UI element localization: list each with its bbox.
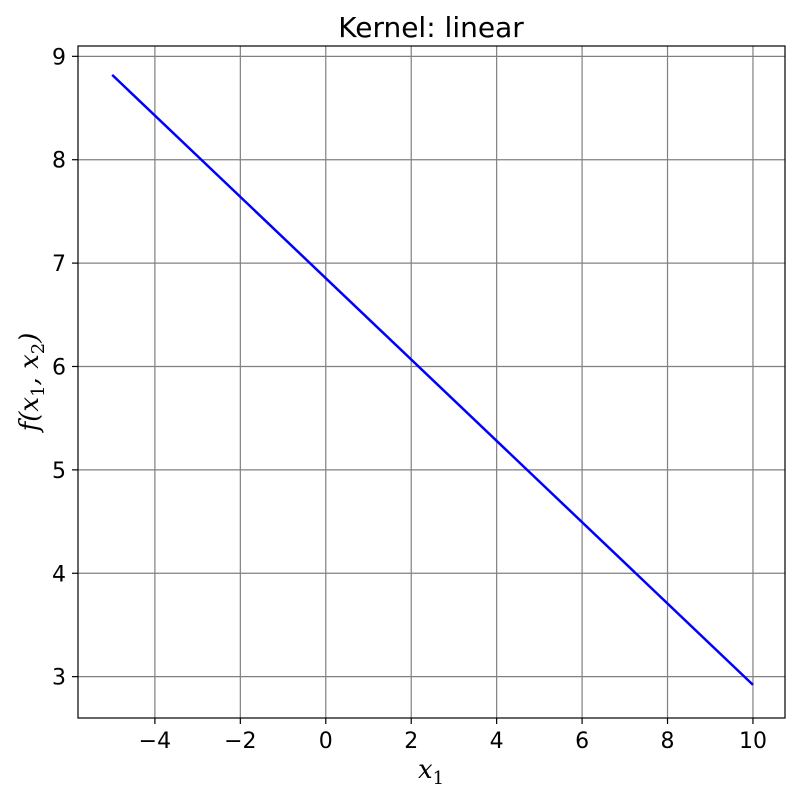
series-line [111, 73, 754, 686]
x-tick-label: 8 [661, 729, 675, 754]
y-tick-label: 4 [52, 562, 66, 587]
plot-frame [77, 45, 786, 719]
y-tick-label: 8 [52, 149, 66, 174]
x-tick-label: 6 [575, 729, 589, 754]
x-axis-label: x1 [418, 755, 444, 789]
x-tick-label: −2 [224, 729, 256, 754]
x-tick-label: 2 [404, 729, 418, 754]
y-tick-label: 9 [52, 45, 66, 70]
y-tick-label: 6 [52, 355, 66, 380]
chart-title: Kernel: linear [338, 11, 524, 44]
y-tick-label: 3 [52, 666, 66, 691]
x-tick-label: 4 [490, 729, 504, 754]
x-tick-label: 0 [319, 729, 333, 754]
x-tick-label: −4 [139, 729, 171, 754]
series-layer [111, 73, 754, 686]
ticks: −4 −2 0 2 4 6 8 10 3 4 5 6 7 8 9 [52, 45, 767, 754]
grid [78, 46, 785, 718]
y-tick-label: 7 [52, 252, 66, 277]
y-tick-label: 5 [52, 459, 66, 484]
y-axis-label: f(x1, x2) [15, 333, 49, 434]
x-tick-label: 10 [739, 729, 767, 754]
